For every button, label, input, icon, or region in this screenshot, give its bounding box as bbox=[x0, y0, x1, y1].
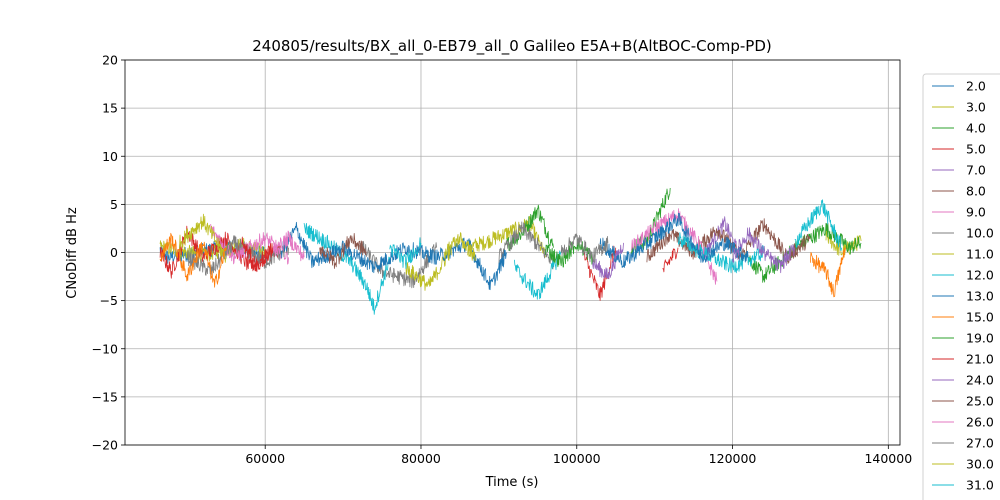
series-line-15.0 bbox=[810, 247, 846, 298]
legend-label: 25.0 bbox=[966, 394, 994, 409]
y-tick-label: 20 bbox=[102, 53, 118, 68]
y-tick-label: 5 bbox=[110, 197, 118, 212]
series-line-4.0 bbox=[747, 222, 862, 283]
series-line-3.0 bbox=[467, 215, 546, 258]
series-line-25.0 bbox=[319, 232, 367, 269]
series-line-12.0 bbox=[794, 199, 842, 251]
ticks: 60000 80000 100000 120000 140000 20 15 10 5 0 −5 −1… bbox=[92, 53, 913, 467]
series-line-11.0 bbox=[179, 213, 227, 263]
x-tick-label: 120000 bbox=[709, 451, 757, 466]
series-line-24.0 bbox=[732, 227, 796, 274]
legend-label: 8.0 bbox=[966, 184, 986, 199]
legend-label: 2.0 bbox=[966, 79, 986, 94]
legend-label: 19.0 bbox=[966, 331, 994, 346]
series-line-9.0 bbox=[210, 223, 289, 265]
series-line-4.0 bbox=[506, 204, 554, 252]
series-line-13.0 bbox=[599, 212, 749, 268]
series-line-10.0 bbox=[186, 235, 289, 276]
series-line-10.0 bbox=[498, 221, 554, 270]
series-line-31.0 bbox=[389, 237, 422, 270]
legend-label: 5.0 bbox=[966, 142, 986, 157]
legend-label: 21.0 bbox=[966, 352, 994, 367]
y-tick-label: −15 bbox=[92, 389, 118, 404]
series-line-11.0 bbox=[405, 241, 453, 291]
legend-label: 7.0 bbox=[966, 163, 986, 178]
series-line-21.0 bbox=[241, 236, 274, 273]
series-line-5.0 bbox=[584, 245, 617, 301]
x-tick-label: 140000 bbox=[864, 451, 912, 466]
legend: 2.0 3.0 4.0 5.0 7.0 8.0 9.0 10.0 11.0 12.0 13.0 15.… bbox=[922, 73, 1000, 500]
y-tick-label: −20 bbox=[92, 438, 118, 453]
chart-title: 240805/results/BX_all_0-EB79_all_0 Galil… bbox=[252, 37, 772, 56]
series-layer bbox=[159, 187, 862, 315]
legend-label: 24.0 bbox=[966, 373, 994, 388]
legend-label: 31.0 bbox=[966, 478, 994, 493]
x-axis-label: Time (s) bbox=[485, 475, 539, 490]
y-tick-label: −10 bbox=[92, 341, 118, 356]
legend-label: 27.0 bbox=[966, 436, 994, 451]
y-tick-label: 0 bbox=[110, 245, 118, 260]
series-line-26.0 bbox=[272, 230, 305, 262]
series-line-12.0 bbox=[514, 250, 562, 300]
legend-label: 11.0 bbox=[966, 247, 994, 262]
legend-label: 30.0 bbox=[966, 457, 994, 472]
legend-label: 10.0 bbox=[966, 226, 994, 241]
series-line-30.0 bbox=[443, 232, 476, 262]
legend-label: 13.0 bbox=[966, 289, 994, 304]
series-line-27.0 bbox=[560, 233, 609, 263]
legend-label: 4.0 bbox=[966, 121, 986, 136]
legend-label: 3.0 bbox=[966, 100, 986, 115]
y-tick-label: −5 bbox=[100, 293, 118, 308]
y-tick-label: 15 bbox=[102, 101, 118, 116]
series-line-13.0 bbox=[280, 221, 508, 291]
series-line-10.0 bbox=[358, 240, 437, 289]
series-line-5.0 bbox=[662, 247, 679, 273]
legend-label: 12.0 bbox=[966, 268, 994, 283]
legend-label: 26.0 bbox=[966, 415, 994, 430]
x-tick-label: 100000 bbox=[553, 451, 601, 466]
y-tick-label: 10 bbox=[102, 149, 118, 164]
legend-box bbox=[922, 73, 1000, 500]
legend-label: 9.0 bbox=[966, 205, 986, 220]
y-axis-label: CNoDiff dB Hz bbox=[65, 207, 80, 299]
series-line-15.0 bbox=[159, 232, 227, 288]
x-tick-label: 60000 bbox=[245, 451, 285, 466]
x-tick-label: 80000 bbox=[401, 451, 441, 466]
legend-label: 15.0 bbox=[966, 310, 994, 325]
